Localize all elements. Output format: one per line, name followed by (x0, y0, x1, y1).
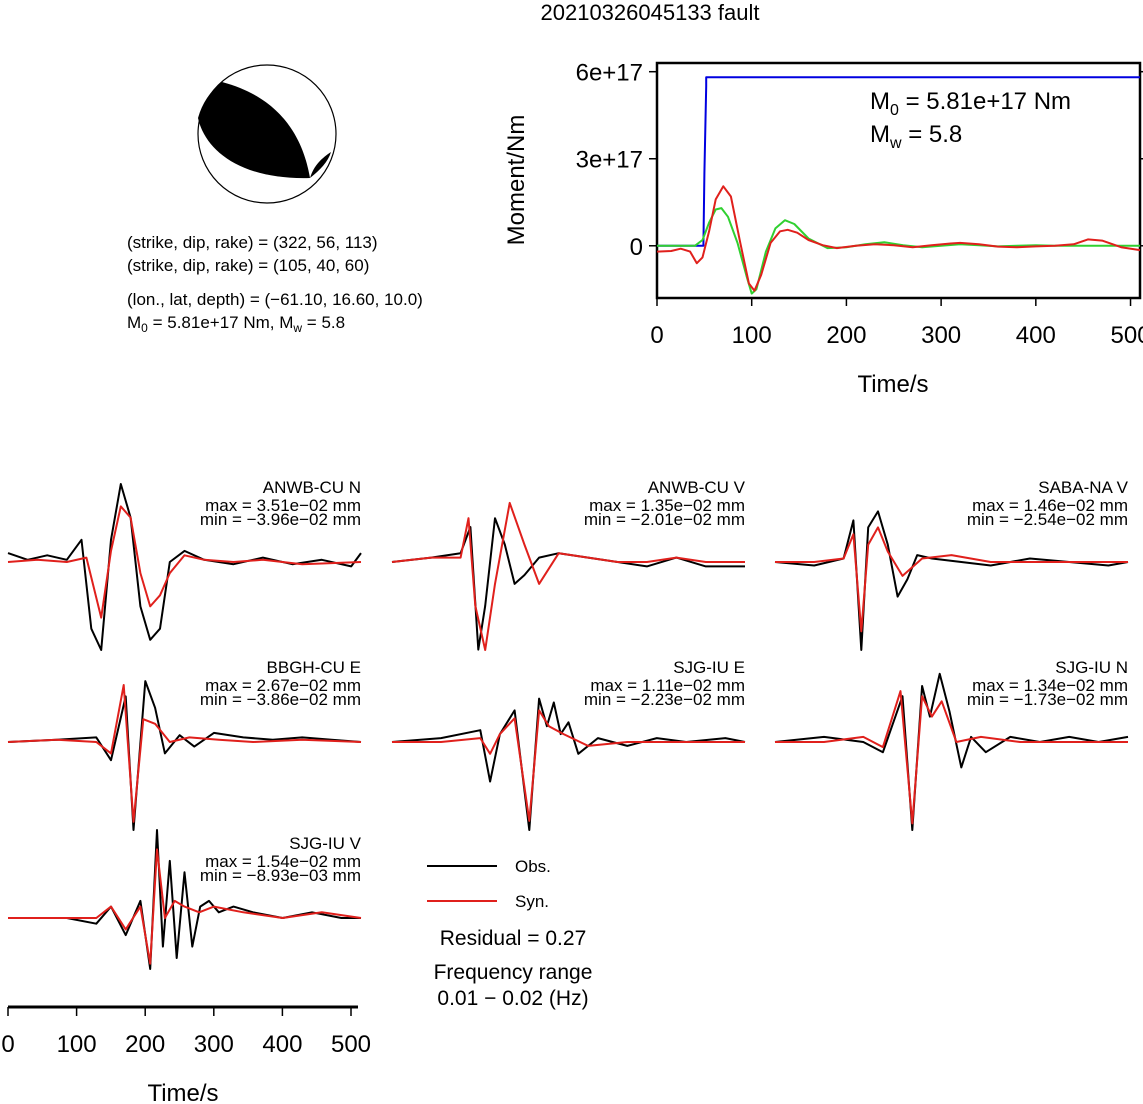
annot-mw-symbol: M (870, 121, 890, 148)
waveform-max-label: max = 3.51e−02 mm (205, 496, 361, 515)
synthetic-trace (391, 501, 745, 651)
waveform-min-label: min = −2.23e−02 mm (584, 690, 745, 709)
mw-symbol: M (279, 313, 293, 332)
moment-series-line-2 (657, 207, 1140, 295)
synthetic-trace (775, 526, 1128, 633)
nodal-plane-2: (strike, dip, rake) = (105, 40, 60) (127, 256, 369, 275)
waveform-x-tick-label: 500 (331, 1031, 371, 1058)
m0-symbol: M (127, 313, 141, 332)
m0-subscript: 0 (141, 321, 148, 335)
synthetic-trace (8, 848, 362, 965)
waveform-min-label: min = −3.96e−02 mm (200, 510, 361, 529)
waveform-max-label: max = 1.11e−02 mm (590, 676, 745, 695)
moment-annotation-mw: Mw = 5.8 (870, 121, 962, 152)
waveform-max-label: max = 2.67e−02 mm (205, 676, 361, 695)
figure-title: 20210326045133 fault (541, 0, 760, 25)
waveform-station-label: SABA-NA V (1038, 478, 1128, 497)
residual-text: Residual = 0.27 (440, 927, 587, 950)
waveform-max-label: max = 1.46e−02 mm (972, 496, 1128, 515)
frequency-value: 0.01 − 0.02 (Hz) (437, 987, 588, 1010)
waveform-station-label: ANWB-CU V (648, 478, 746, 497)
annot-m0-text: = 5.81e+17 Nm (899, 88, 1071, 115)
moment-x-tick-label: 300 (921, 322, 961, 349)
observed-trace (391, 697, 746, 831)
moment-ylabel: Moment/Nm (503, 115, 530, 246)
waveform-min-label: min = −3.86e−02 mm (200, 690, 361, 709)
synthetic-trace (775, 690, 1128, 825)
annot-mw-subscript: w (889, 135, 902, 152)
mw-text: = 5.8 (302, 313, 345, 332)
moment-x-tick-label: 100 (732, 322, 772, 349)
legend: Obs. Syn. (427, 857, 551, 911)
legend-observed-label: Obs. (515, 857, 551, 876)
synthetic-trace (7, 684, 362, 823)
waveform-xlabel: Time/s (147, 1080, 218, 1104)
moment-x-tick-label: 500 (1111, 322, 1143, 349)
waveform-max-label: max = 1.54e−02 mm (205, 852, 361, 871)
annot-m0-subscript: 0 (890, 102, 899, 119)
waveform-min-label: min = −2.01e−02 mm (584, 510, 745, 529)
waveform-min-label: min = −1.73e−02 mm (967, 690, 1128, 709)
location-line: (lon., lat, depth) = (−61.10, 16.60, 10.… (127, 290, 423, 309)
moment-y-tick-label: 0 (630, 234, 643, 261)
nodal-plane-1: (strike, dip, rake) = (322, 56, 113) (127, 233, 378, 252)
moment-plot-frame (655, 61, 1142, 300)
frequency-title: Frequency range (434, 961, 593, 984)
observed-trace (7, 680, 362, 831)
waveform-x-tick-label: 0 (1, 1031, 14, 1058)
annot-mw-text: = 5.8 (902, 121, 963, 148)
waveform-min-label: min = −8.93e−03 mm (200, 866, 361, 885)
waveform-min-label: min = −2.54e−02 mm (967, 510, 1128, 529)
moment-series-line-3 (656, 185, 1141, 292)
waveform-station-label: SJG-IU E (673, 658, 745, 677)
annot-m0-symbol: M (870, 88, 890, 115)
observed-trace (774, 510, 1129, 651)
waveform-time-axis: Time/s 0 100 200 300 400 500 (1, 1005, 371, 1104)
waveform-station-label: SJG-IU N (1055, 658, 1128, 677)
beachball-compression-quadrant (198, 82, 310, 179)
beachball-small-quadrant (310, 152, 331, 178)
waveform-x-tick-label: 300 (194, 1031, 234, 1058)
legend-synthetic-label: Syn. (515, 892, 549, 911)
waveform-x-tick-label: 400 (262, 1031, 302, 1058)
waveform-x-tick-label: 100 (57, 1031, 97, 1058)
waveform-max-label: max = 1.34e−02 mm (972, 676, 1128, 695)
synthetic-trace (392, 709, 745, 822)
waveform-x-tick-label: 200 (125, 1031, 165, 1058)
waveform-max-label: max = 1.35e−02 mm (589, 496, 745, 515)
moment-rate-chart: 0 100 200 300 400 500 0 3e+17 6e+17 Moment/Nm Ti… (503, 60, 1143, 398)
magnitude-line: M0 = 5.81e+17 Nm, Mw = 5.8 (127, 313, 345, 335)
waveform-station-label: BBGH-CU E (267, 658, 361, 677)
synthetic-trace (7, 505, 362, 619)
moment-x-tick-label: 200 (826, 322, 866, 349)
waveform-station-label: ANWB-CU N (263, 478, 361, 497)
moment-x-tick-label: 400 (1016, 322, 1056, 349)
beachball (197, 64, 337, 204)
observed-trace (391, 517, 745, 651)
moment-x-tick-label: 0 (650, 322, 663, 349)
moment-annotation-m0: M0 = 5.81e+17 Nm (870, 88, 1071, 119)
waveform-station-label: SJG-IU V (289, 834, 361, 853)
mw-subscript: w (292, 321, 302, 335)
m0-text: = 5.81e+17 Nm, (148, 313, 279, 332)
moment-y-tick-label: 3e+17 (576, 147, 643, 174)
moment-xlabel: Time/s (857, 371, 928, 398)
moment-y-tick-label: 6e+17 (576, 60, 643, 87)
